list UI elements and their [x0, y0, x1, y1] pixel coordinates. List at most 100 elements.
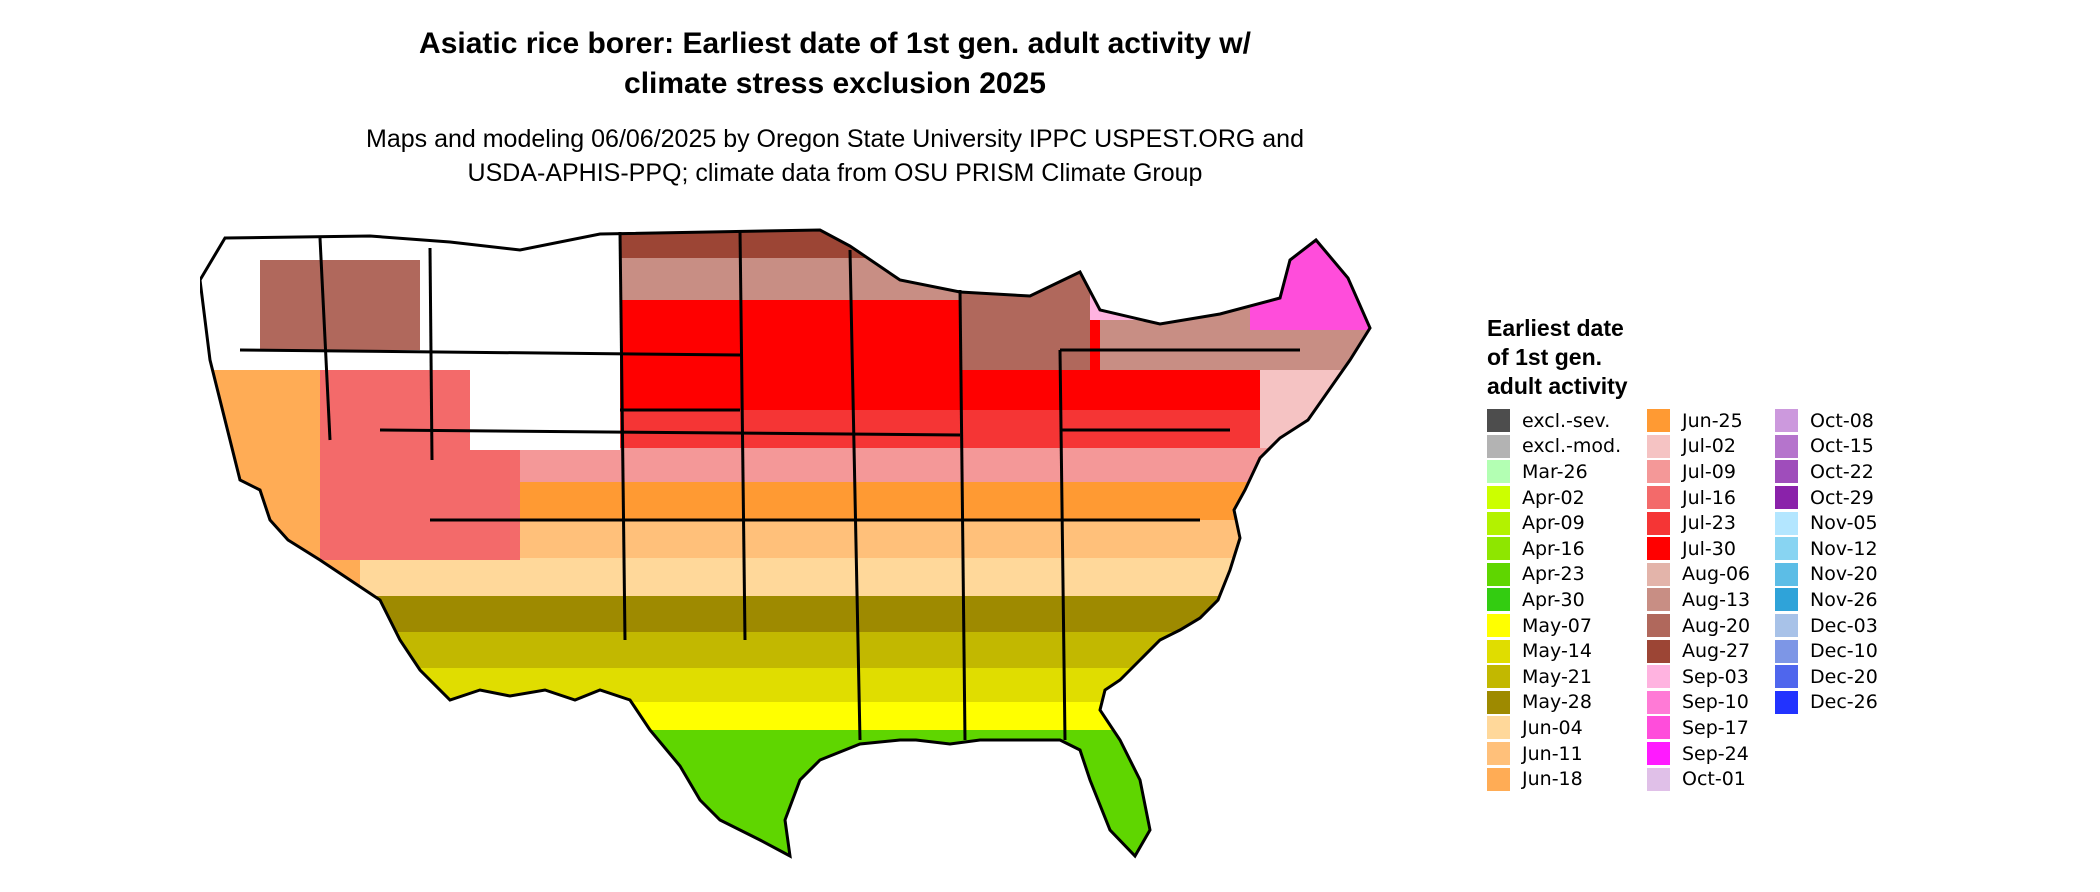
- legend-label: May-07: [1522, 614, 1592, 637]
- legend-label: Oct-22: [1810, 460, 1874, 483]
- legend-label: Jul-16: [1682, 486, 1736, 509]
- legend-label: Dec-03: [1810, 614, 1878, 637]
- legend-label: May-14: [1522, 640, 1592, 663]
- activity-color-bands: [200, 230, 1370, 856]
- legend-item: Aug-06: [1647, 562, 1750, 588]
- legend-label: excl.-mod.: [1522, 435, 1622, 458]
- legend-label: Sep-10: [1682, 691, 1749, 714]
- legend-item: Nov-26: [1775, 587, 1878, 613]
- legend-swatch: [1647, 409, 1670, 433]
- legend-swatch: [1487, 486, 1510, 510]
- legend-label: Apr-23: [1522, 563, 1585, 586]
- legend-item: Oct-29: [1775, 485, 1878, 511]
- legend-swatch: [1487, 690, 1510, 714]
- legend-swatch: [1487, 716, 1510, 740]
- map-title-line-2: climate stress exclusion 2025: [624, 67, 1046, 100]
- legend-item: Dec-03: [1775, 613, 1878, 639]
- legend-label: Jun-04: [1522, 716, 1583, 739]
- legend-swatch: [1775, 614, 1798, 638]
- legend-label: Sep-17: [1682, 716, 1749, 739]
- map-subtitle-line-1: Maps and modeling 06/06/2025 by Oregon S…: [366, 125, 1304, 153]
- legend-label: Apr-16: [1522, 537, 1585, 560]
- legend-swatch: [1487, 767, 1510, 791]
- map-title-line-1: Asiatic rice borer: Earliest date of 1st…: [419, 27, 1251, 60]
- legend-label: Sep-24: [1682, 742, 1749, 765]
- legend-item: Oct-01: [1647, 766, 1750, 792]
- legend-title-line-1: Earliest date: [1487, 315, 1624, 341]
- map-subtitle-line-2: USDA-APHIS-PPQ; climate data from OSU PR…: [467, 159, 1203, 187]
- legend-item: Dec-20: [1775, 664, 1878, 690]
- legend-swatch: [1775, 588, 1798, 612]
- legend-swatch: [1647, 460, 1670, 484]
- legend-item: Apr-02: [1487, 485, 1621, 511]
- legend-swatch: [1775, 486, 1798, 510]
- us-activity-map: [200, 228, 1372, 858]
- legend-swatch: [1775, 690, 1798, 714]
- legend-swatch: [1487, 562, 1510, 586]
- legend-label: Jul-09: [1682, 460, 1736, 483]
- legend-swatch: [1775, 665, 1798, 689]
- legend-item: Apr-16: [1487, 536, 1621, 562]
- legend-label: Nov-05: [1810, 512, 1878, 535]
- legend-column-3: Oct-08 Oct-15 Oct-22 Oct-29 Nov-05 Nov-12 Nov-…: [1775, 408, 1878, 715]
- legend-label: Aug-13: [1682, 588, 1751, 611]
- legend-item: Sep-17: [1647, 715, 1750, 741]
- legend-swatch: [1647, 434, 1670, 458]
- legend-item: Dec-26: [1775, 690, 1878, 716]
- legend-label: Nov-26: [1810, 588, 1878, 611]
- legend-title-line-3: adult activity: [1487, 373, 1628, 399]
- legend-label: Nov-12: [1810, 537, 1878, 560]
- legend-label: Oct-08: [1810, 409, 1874, 432]
- legend-item: Aug-13: [1647, 587, 1750, 613]
- legend-swatch: [1775, 511, 1798, 535]
- legend-label: Jun-11: [1522, 742, 1583, 765]
- legend-swatch: [1647, 614, 1670, 638]
- legend-item: excl.-mod.: [1487, 434, 1621, 460]
- legend-item: Nov-20: [1775, 562, 1878, 588]
- legend-label: Jun-25: [1682, 409, 1743, 432]
- legend-swatch: [1487, 588, 1510, 612]
- legend-label: Dec-10: [1810, 640, 1878, 663]
- legend-item: Jul-16: [1647, 485, 1750, 511]
- legend-item: Sep-03: [1647, 664, 1750, 690]
- legend-label: Oct-01: [1682, 768, 1746, 791]
- legend-item: Jun-11: [1487, 741, 1621, 767]
- legend-label: May-28: [1522, 691, 1592, 714]
- legend-swatch: [1487, 409, 1510, 433]
- legend-item: Jul-09: [1647, 459, 1750, 485]
- legend-swatch: [1647, 716, 1670, 740]
- legend-label: Oct-29: [1810, 486, 1874, 509]
- legend-swatch: [1487, 665, 1510, 689]
- legend-item: May-07: [1487, 613, 1621, 639]
- map-subtitle: Maps and modeling 06/06/2025 by Oregon S…: [0, 122, 1670, 190]
- legend-item: Oct-08: [1775, 408, 1878, 434]
- legend-swatch: [1775, 537, 1798, 561]
- legend-item: Apr-30: [1487, 587, 1621, 613]
- legend-label: Dec-26: [1810, 691, 1878, 714]
- legend-label: Aug-06: [1682, 563, 1751, 586]
- legend-swatch: [1775, 562, 1798, 586]
- legend-label: Dec-20: [1810, 665, 1878, 688]
- legend-swatch: [1647, 511, 1670, 535]
- legend-item: Jun-04: [1487, 715, 1621, 741]
- legend-item: Sep-10: [1647, 690, 1750, 716]
- legend-item: Apr-23: [1487, 562, 1621, 588]
- legend-item: excl.-sev.: [1487, 408, 1621, 434]
- legend-swatch: [1487, 742, 1510, 766]
- legend-label: May-21: [1522, 665, 1592, 688]
- legend-swatch: [1775, 460, 1798, 484]
- legend-swatch: [1487, 537, 1510, 561]
- legend-title-line-2: of 1st gen.: [1487, 344, 1603, 370]
- legend-label: excl.-sev.: [1522, 409, 1611, 432]
- legend-swatch: [1647, 742, 1670, 766]
- legend-item: Apr-09: [1487, 510, 1621, 536]
- legend-item: Oct-22: [1775, 459, 1878, 485]
- legend-swatch: [1647, 690, 1670, 714]
- legend-swatch: [1647, 767, 1670, 791]
- legend-label: Apr-30: [1522, 588, 1585, 611]
- legend-item: May-14: [1487, 638, 1621, 664]
- legend-item: Dec-10: [1775, 638, 1878, 664]
- legend-swatch: [1487, 639, 1510, 663]
- legend-swatch: [1647, 562, 1670, 586]
- legend-title: Earliest date of 1st gen. adult activity: [1487, 314, 1628, 401]
